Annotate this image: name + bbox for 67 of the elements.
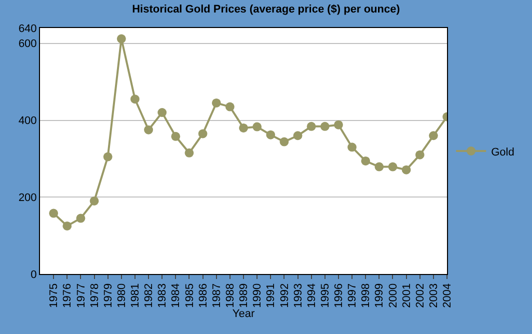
point — [374, 162, 384, 172]
x-tick-label: 1977 — [75, 283, 88, 308]
x-tick-label: 1992 — [278, 283, 291, 308]
x-tick-label: 2001 — [400, 283, 413, 308]
point — [239, 123, 248, 132]
x-tick-label: 2003 — [428, 283, 440, 308]
point — [402, 165, 411, 174]
x-tick-label: 1983 — [156, 283, 169, 308]
x-tick-label: 2002 — [414, 283, 426, 308]
y-tick-label: 0 — [30, 268, 37, 281]
point — [293, 131, 302, 140]
point — [348, 142, 357, 152]
x-tick-label: 2000 — [387, 283, 400, 308]
x-tick-label: 2004 — [442, 283, 454, 308]
x-tick-label: 1989 — [238, 283, 250, 308]
point — [76, 214, 86, 223]
point — [266, 130, 276, 140]
point — [334, 120, 343, 130]
point — [225, 102, 234, 112]
x-tick-label: 1975 — [48, 283, 60, 308]
x-axis-title: Year — [232, 308, 255, 320]
point — [103, 152, 112, 162]
x-tick-label: 1978 — [88, 283, 101, 308]
x-tick-label: 1996 — [333, 283, 346, 308]
point — [428, 131, 438, 140]
x-tick-label: 1976 — [62, 283, 74, 308]
point — [280, 137, 289, 146]
point — [116, 34, 126, 44]
x-tick-label: 1991 — [265, 283, 278, 308]
point — [158, 108, 167, 118]
x-tick-label: 1994 — [306, 283, 318, 308]
point — [90, 196, 99, 206]
point — [62, 221, 72, 230]
y-tick-label: 600 — [18, 38, 37, 50]
x-tick-label: 1997 — [346, 283, 359, 308]
point — [415, 150, 424, 160]
point — [320, 122, 330, 131]
point — [171, 132, 180, 141]
y-tick-label: 640 — [18, 22, 37, 35]
point — [144, 125, 154, 134]
legend-label: Gold — [491, 146, 514, 158]
point — [361, 156, 370, 166]
x-tick-label: 1982 — [143, 283, 156, 308]
x-tick-label: 1987 — [210, 283, 223, 308]
x-tick-label: 1990 — [252, 283, 264, 308]
x-tick-label: 1984 — [170, 283, 182, 308]
x-tick-label: 1979 — [102, 283, 114, 308]
x-tick-label: 1981 — [130, 283, 142, 308]
x-tick-label: 1986 — [197, 283, 210, 308]
point — [130, 94, 140, 104]
y-tick-label: 400 — [18, 115, 37, 128]
x-tick-label: 1985 — [184, 283, 196, 308]
x-tick-label: 1995 — [319, 283, 332, 308]
point — [306, 122, 316, 131]
chart-title: Historical Gold Prices (average price ($) per ounce) — [132, 4, 400, 16]
point — [212, 98, 221, 108]
point — [184, 148, 194, 158]
x-tick-label: 1980 — [116, 283, 128, 308]
x-tick-label: 1988 — [224, 283, 237, 308]
x-tick-label: 1998 — [360, 283, 372, 308]
x-tick-label: 1993 — [292, 283, 304, 308]
point — [49, 208, 58, 218]
y-tick-label: 200 — [18, 192, 37, 204]
point — [198, 129, 208, 138]
point — [252, 122, 262, 132]
point — [388, 162, 398, 172]
x-tick-label: 1999 — [374, 283, 386, 308]
